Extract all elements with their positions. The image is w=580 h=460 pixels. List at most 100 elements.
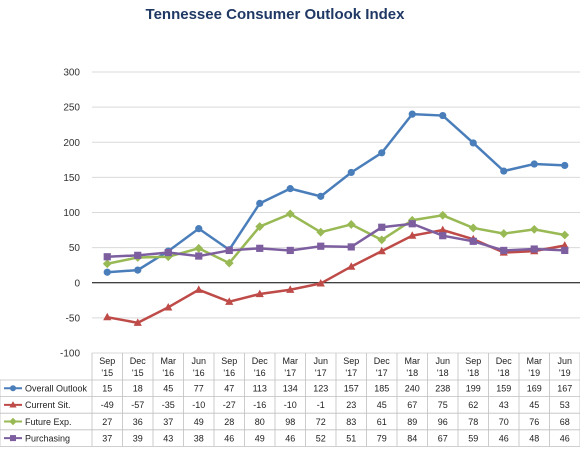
data-label: 67 bbox=[407, 400, 417, 410]
data-label: 98 bbox=[285, 417, 295, 427]
data-label: 83 bbox=[346, 417, 356, 427]
x-tick-label: '19 bbox=[528, 368, 540, 378]
data-label: 67 bbox=[438, 433, 448, 443]
data-point bbox=[347, 243, 355, 251]
x-tick-label: Jun bbox=[313, 356, 328, 366]
series-line bbox=[107, 112, 565, 274]
legend-key-marker bbox=[9, 417, 17, 426]
data-point bbox=[438, 210, 448, 220]
data-point bbox=[561, 161, 569, 170]
data-label: 15 bbox=[102, 384, 112, 394]
data-point bbox=[408, 220, 416, 228]
x-tick-label: Dec bbox=[496, 356, 513, 366]
data-label: 185 bbox=[374, 384, 389, 394]
x-tick-label: '16 bbox=[223, 368, 235, 378]
data-label: 240 bbox=[405, 384, 420, 394]
data-point bbox=[378, 223, 386, 231]
y-tick-label: 300 bbox=[63, 68, 80, 79]
data-label: -57 bbox=[131, 400, 144, 410]
data-point bbox=[560, 230, 570, 240]
x-tick-label: '17 bbox=[315, 368, 327, 378]
data-label: 43 bbox=[499, 400, 509, 410]
x-tick-label: '17 bbox=[284, 368, 296, 378]
data-label: 36 bbox=[133, 417, 143, 427]
data-point bbox=[378, 149, 386, 157]
legend-entry: Future Exp. bbox=[25, 417, 72, 427]
data-label: 134 bbox=[283, 384, 298, 394]
data-point bbox=[408, 231, 417, 239]
data-point bbox=[194, 285, 203, 293]
x-tick-label: Dec bbox=[252, 356, 269, 366]
x-tick-label: '16 bbox=[162, 368, 174, 378]
y-tick-label: 250 bbox=[63, 103, 80, 114]
x-tick-label: '17 bbox=[345, 368, 357, 378]
data-label: 43 bbox=[163, 433, 173, 443]
x-tick-label: '18 bbox=[406, 368, 418, 378]
data-point bbox=[103, 268, 111, 276]
data-point bbox=[347, 262, 356, 270]
x-tick-label: Sep bbox=[343, 356, 359, 366]
data-label: 45 bbox=[377, 400, 387, 410]
data-point bbox=[103, 312, 112, 321]
data-label: 77 bbox=[194, 384, 204, 394]
x-tick-label: Jun bbox=[191, 356, 206, 366]
data-label: -27 bbox=[223, 400, 236, 410]
data-point bbox=[317, 242, 325, 250]
data-point bbox=[316, 279, 325, 287]
data-label: 169 bbox=[527, 384, 542, 394]
x-tick-label: '15 bbox=[101, 368, 113, 378]
x-tick-label: '17 bbox=[376, 368, 388, 378]
data-label: 62 bbox=[468, 400, 478, 410]
data-label: 46 bbox=[499, 433, 509, 443]
data-point bbox=[163, 252, 173, 262]
data-point bbox=[103, 253, 111, 261]
data-point bbox=[346, 220, 356, 229]
data-point bbox=[195, 252, 203, 260]
legend-key-marker bbox=[10, 435, 16, 442]
data-point bbox=[134, 266, 142, 274]
y-tick-label: -50 bbox=[66, 313, 81, 324]
x-tick-label: Mar bbox=[405, 356, 421, 366]
y-tick-label: 100 bbox=[63, 208, 80, 219]
data-label: 89 bbox=[407, 417, 417, 427]
x-tick-label: Jun bbox=[435, 356, 450, 366]
data-label: 49 bbox=[194, 417, 204, 427]
data-point bbox=[255, 289, 264, 298]
data-point bbox=[224, 258, 234, 268]
data-point bbox=[256, 199, 264, 207]
data-point bbox=[286, 246, 294, 255]
data-label: 45 bbox=[529, 400, 539, 410]
data-label: 53 bbox=[560, 400, 570, 410]
x-tick-label: '15 bbox=[132, 368, 144, 378]
data-point bbox=[500, 246, 508, 255]
legend-entry: Overall Outlook bbox=[25, 384, 88, 394]
data-label: 70 bbox=[499, 417, 509, 427]
series-line bbox=[106, 212, 565, 266]
data-point bbox=[164, 302, 173, 311]
data-label: 78 bbox=[468, 417, 478, 427]
x-tick-label: '18 bbox=[437, 368, 449, 378]
data-point bbox=[439, 111, 447, 120]
x-tick-label: Sep bbox=[221, 356, 237, 366]
data-point bbox=[560, 241, 569, 249]
legend-key-marker bbox=[9, 401, 17, 408]
data-point bbox=[561, 246, 569, 255]
data-label: 75 bbox=[438, 400, 448, 410]
data-point bbox=[530, 245, 538, 253]
data-label: 157 bbox=[344, 384, 359, 394]
data-point bbox=[468, 223, 478, 233]
data-label: 96 bbox=[438, 417, 448, 427]
data-point bbox=[377, 246, 386, 255]
data-label: 59 bbox=[468, 433, 478, 443]
data-label: 51 bbox=[346, 433, 356, 443]
x-tick-label: Dec bbox=[130, 356, 147, 366]
data-label: -49 bbox=[101, 400, 114, 410]
data-label: -16 bbox=[253, 400, 266, 410]
x-tick-label: '16 bbox=[254, 368, 266, 378]
x-tick-label: Sep bbox=[99, 356, 115, 366]
data-label: 159 bbox=[496, 384, 511, 394]
data-point bbox=[256, 244, 264, 252]
data-point bbox=[225, 246, 233, 255]
data-point bbox=[286, 185, 294, 193]
